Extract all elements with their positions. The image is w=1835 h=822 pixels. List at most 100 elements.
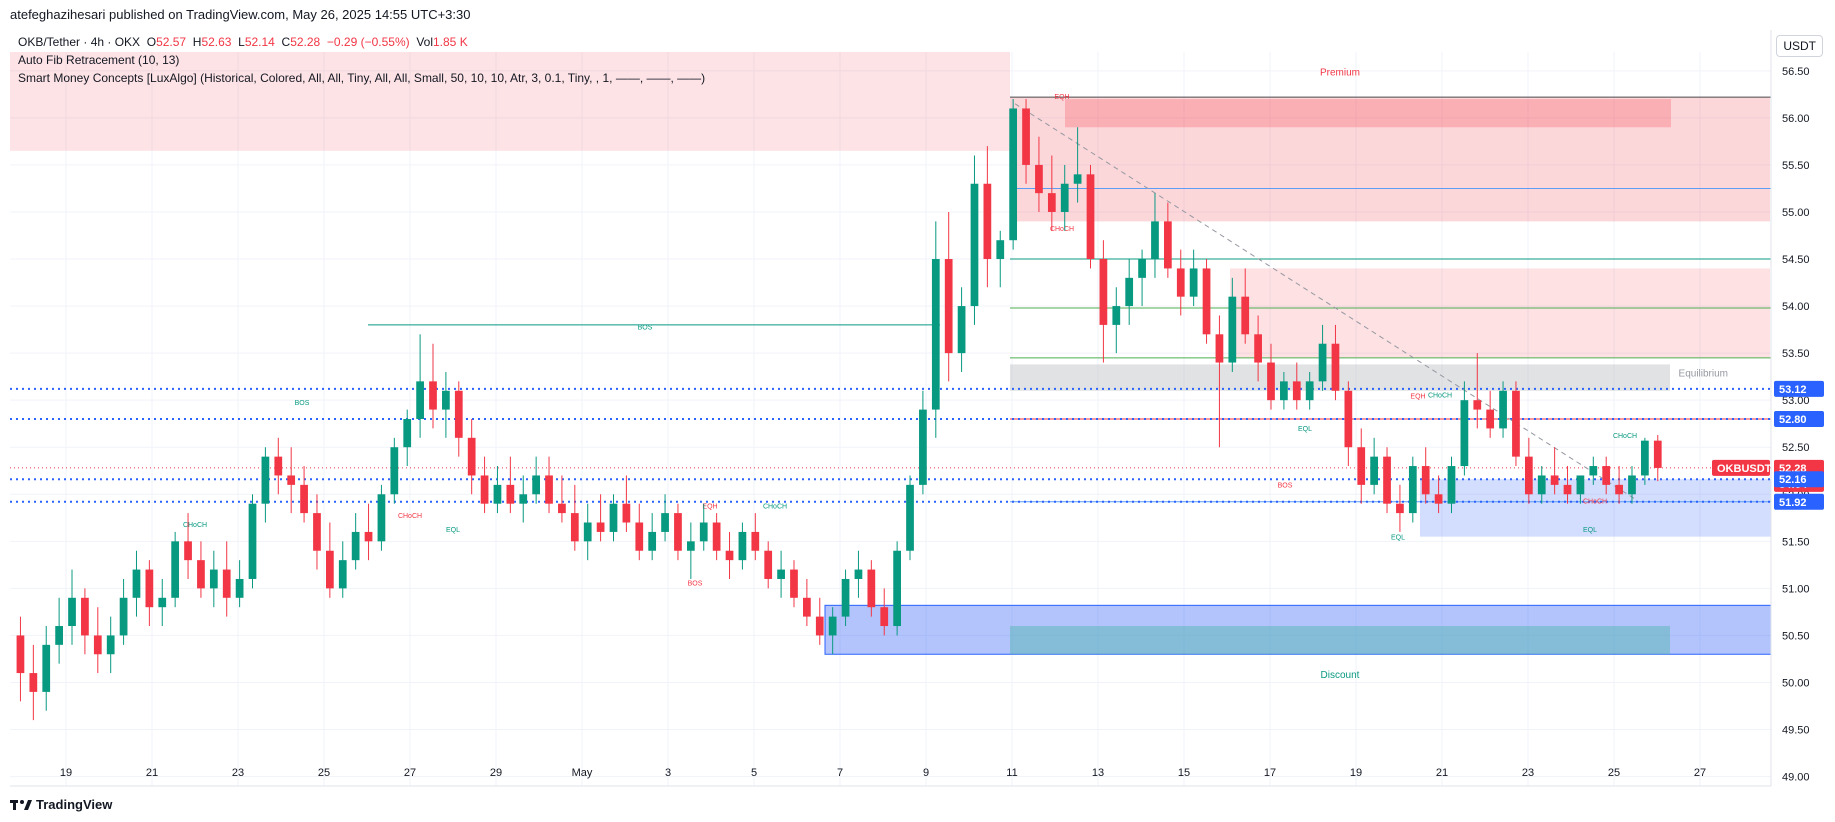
candle-body <box>287 475 296 485</box>
chart-legend: OKB/Tether · 4h · OKX O52.57 H52.63 L52.… <box>18 33 705 87</box>
candle-body <box>1486 409 1495 429</box>
candle-body <box>1473 400 1482 410</box>
structure-label: CHoCH <box>1583 499 1607 506</box>
structure-label: EQH <box>1054 94 1069 101</box>
candle-body <box>1202 268 1211 335</box>
candle-body <box>1292 381 1301 401</box>
candle-body <box>1357 447 1366 485</box>
low-label: L <box>238 35 245 49</box>
price-unit-button[interactable]: USDT <box>1776 35 1823 57</box>
close-value: 52.28 <box>290 35 321 49</box>
y-tick-label: 55.50 <box>1782 160 1810 172</box>
candle-body <box>751 531 760 551</box>
y-tick-label: 54.50 <box>1782 254 1810 266</box>
structure-label: BOS <box>1278 483 1293 490</box>
structure-label: CHoCH <box>183 522 207 529</box>
candle-body <box>712 522 721 551</box>
indicator-fib-row[interactable]: Auto Fib Retracement (10, 13) <box>18 53 180 67</box>
candle-body <box>1589 466 1598 476</box>
candle-body <box>1370 456 1379 485</box>
x-tick-label: 5 <box>751 767 757 779</box>
candle-body <box>1447 466 1456 504</box>
structure-label: BOS <box>295 400 310 407</box>
price-tag-label: 51.92 <box>1779 497 1807 509</box>
x-tick-label: 21 <box>1436 767 1448 779</box>
price-tag-label: 53.12 <box>1779 384 1807 396</box>
discount-label: Discount <box>1321 670 1360 681</box>
candle-body <box>184 541 192 561</box>
volume-value: 1.85 K <box>433 35 468 49</box>
candle-body <box>403 419 412 448</box>
candle-body <box>970 183 979 307</box>
candle-body <box>300 484 308 514</box>
candle-body <box>325 550 334 589</box>
y-tick-label: 49.50 <box>1782 725 1810 737</box>
candle-body <box>209 569 218 589</box>
candle-body <box>1408 466 1417 514</box>
open-value: 52.57 <box>156 35 187 49</box>
y-tick-label: 50.50 <box>1782 630 1810 642</box>
y-tick-label: 49.00 <box>1782 772 1810 784</box>
candle-body <box>1163 221 1172 269</box>
x-tick-label: 3 <box>665 767 671 779</box>
premium-zone-left <box>10 52 1010 151</box>
candle-body <box>699 522 708 542</box>
candle-body <box>893 550 901 627</box>
x-tick-label: 23 <box>232 767 244 779</box>
y-tick-label: 55.00 <box>1782 207 1810 219</box>
candle-body <box>351 531 360 561</box>
y-tick-label: 53.00 <box>1782 395 1810 407</box>
candle-body <box>274 456 283 476</box>
candle-body <box>828 616 837 636</box>
candle-body <box>519 494 528 504</box>
candle-body <box>377 494 386 542</box>
candle-body <box>1138 259 1146 278</box>
candle-body <box>725 550 734 561</box>
candle-body <box>429 381 437 410</box>
x-tick-label: 17 <box>1264 767 1276 779</box>
candle-body <box>1576 475 1585 495</box>
candle-body <box>815 616 824 636</box>
candle-body <box>1086 174 1095 260</box>
candle-body <box>1641 440 1649 476</box>
indicator-smc-row[interactable]: Smart Money Concepts [LuxAlgo] (Historic… <box>18 71 706 85</box>
x-tick-label: 29 <box>490 767 502 779</box>
order-block-bear <box>1065 99 1671 128</box>
symbol-label[interactable]: OKB/Tether · 4h · OKX <box>18 35 141 49</box>
price-tag-label: 52.80 <box>1779 414 1807 426</box>
x-tick-label: 27 <box>1694 767 1706 779</box>
order-block-bear-2 <box>1230 268 1770 358</box>
candle-body <box>248 503 257 579</box>
y-tick-label: 51.50 <box>1782 536 1810 548</box>
candle-body <box>1099 259 1108 325</box>
candle-body <box>1318 343 1327 382</box>
price-tag-label: 52.16 <box>1779 474 1807 486</box>
candle-body <box>545 475 553 504</box>
y-tick-label: 53.50 <box>1782 348 1810 360</box>
price-tag-label: OKBUSDT <box>1717 463 1772 475</box>
candle-body <box>235 578 244 598</box>
symbol-legend-row: OKB/Tether · 4h · OKX O52.57 H52.63 L52.… <box>18 33 705 51</box>
discount-order-block <box>1010 626 1670 655</box>
candle-body <box>506 484 515 504</box>
equilibrium-zone <box>1010 364 1670 391</box>
candle-body <box>558 503 566 514</box>
x-tick-label: 25 <box>318 767 330 779</box>
y-tick-label: 56.00 <box>1782 113 1810 125</box>
candle-body <box>1421 466 1430 495</box>
candle-body <box>442 390 450 410</box>
candle-body <box>68 597 76 627</box>
tradingview-brand: TradingView <box>36 797 113 812</box>
y-tick-label: 51.00 <box>1782 583 1810 595</box>
x-tick-label: 25 <box>1608 767 1620 779</box>
candle-body <box>81 597 89 636</box>
candle-body <box>197 560 205 589</box>
candlestick-chart[interactable]: BOSBOSCHoCHCHoCHEQLEQHBOSCHoCHEQHCHoCHEQ… <box>0 0 1835 790</box>
candle-body <box>106 635 115 655</box>
candle-body <box>132 569 141 598</box>
candle-body <box>596 522 605 532</box>
candle-body <box>609 503 618 532</box>
y-tick-label: 50.00 <box>1782 677 1810 689</box>
candle-body <box>222 569 231 598</box>
structure-label: CHoCH <box>1428 392 1452 399</box>
